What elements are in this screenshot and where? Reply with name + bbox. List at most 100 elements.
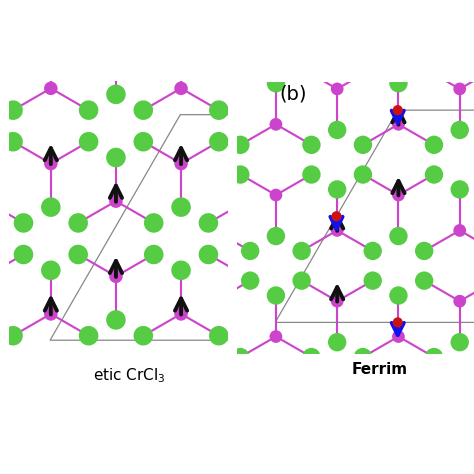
- Circle shape: [44, 383, 58, 396]
- Circle shape: [389, 439, 408, 457]
- Circle shape: [109, 348, 127, 366]
- Circle shape: [270, 189, 283, 201]
- Circle shape: [425, 378, 443, 396]
- Circle shape: [79, 357, 99, 377]
- Circle shape: [453, 82, 466, 95]
- Circle shape: [14, 213, 33, 233]
- Circle shape: [329, 245, 348, 264]
- Circle shape: [79, 132, 99, 152]
- Circle shape: [301, 261, 321, 280]
- Circle shape: [304, 383, 318, 396]
- Circle shape: [304, 307, 318, 321]
- Circle shape: [86, 436, 99, 449]
- Circle shape: [392, 330, 405, 343]
- Circle shape: [370, 44, 383, 57]
- Circle shape: [209, 100, 228, 120]
- Circle shape: [170, 242, 188, 260]
- Circle shape: [68, 245, 88, 264]
- Circle shape: [237, 374, 256, 393]
- Circle shape: [170, 272, 188, 290]
- Circle shape: [267, 286, 285, 305]
- Circle shape: [199, 439, 218, 458]
- Circle shape: [109, 194, 123, 208]
- Circle shape: [301, 197, 321, 217]
- Circle shape: [231, 165, 250, 184]
- Circle shape: [292, 272, 311, 290]
- Circle shape: [239, 44, 253, 57]
- Circle shape: [134, 326, 153, 346]
- Circle shape: [392, 118, 405, 131]
- Circle shape: [394, 100, 413, 120]
- Circle shape: [144, 439, 164, 458]
- Circle shape: [170, 454, 188, 473]
- Circle shape: [432, 197, 451, 217]
- Circle shape: [14, 439, 33, 458]
- Circle shape: [274, 19, 294, 39]
- Circle shape: [264, 100, 283, 120]
- Circle shape: [470, 132, 474, 152]
- Circle shape: [44, 157, 58, 170]
- Circle shape: [208, 295, 221, 308]
- Circle shape: [366, 310, 386, 330]
- Circle shape: [199, 245, 218, 264]
- Circle shape: [267, 74, 285, 92]
- Circle shape: [239, 270, 253, 283]
- Circle shape: [339, 326, 359, 346]
- Text: etic CrCl$_3$: etic CrCl$_3$: [93, 366, 166, 385]
- Circle shape: [274, 213, 294, 233]
- Circle shape: [394, 132, 413, 152]
- Circle shape: [364, 59, 382, 78]
- Circle shape: [239, 194, 253, 208]
- Circle shape: [270, 330, 283, 343]
- Circle shape: [470, 100, 474, 120]
- Text: (b): (b): [280, 84, 307, 104]
- Circle shape: [3, 100, 23, 120]
- Circle shape: [392, 189, 405, 201]
- Circle shape: [389, 227, 408, 245]
- Circle shape: [274, 245, 294, 264]
- Circle shape: [301, 35, 321, 55]
- Circle shape: [231, 136, 250, 154]
- Circle shape: [41, 261, 61, 280]
- Circle shape: [68, 19, 88, 39]
- Circle shape: [41, 197, 61, 217]
- Circle shape: [144, 286, 163, 305]
- Circle shape: [302, 378, 320, 396]
- Circle shape: [209, 326, 228, 346]
- Circle shape: [68, 439, 88, 458]
- Circle shape: [270, 118, 283, 131]
- Circle shape: [44, 82, 58, 95]
- Circle shape: [118, 454, 137, 473]
- Circle shape: [237, 148, 256, 167]
- Circle shape: [199, 19, 218, 39]
- Text: Ferrim: Ferrim: [351, 363, 407, 377]
- Circle shape: [267, 227, 285, 245]
- Circle shape: [329, 19, 348, 39]
- Circle shape: [450, 121, 469, 139]
- Circle shape: [41, 35, 61, 55]
- Circle shape: [354, 136, 372, 154]
- Circle shape: [267, 439, 285, 457]
- Circle shape: [415, 272, 433, 290]
- Circle shape: [205, 180, 224, 199]
- Circle shape: [144, 213, 164, 233]
- Circle shape: [331, 295, 344, 308]
- Circle shape: [241, 242, 259, 260]
- Circle shape: [435, 157, 448, 170]
- Circle shape: [331, 211, 342, 221]
- Circle shape: [239, 420, 253, 433]
- Circle shape: [174, 82, 188, 95]
- Circle shape: [41, 423, 61, 442]
- Circle shape: [144, 19, 164, 39]
- Circle shape: [147, 401, 160, 414]
- Circle shape: [331, 82, 344, 95]
- Circle shape: [237, 310, 256, 330]
- Circle shape: [209, 357, 228, 377]
- Circle shape: [328, 392, 346, 411]
- Circle shape: [47, 454, 66, 473]
- Circle shape: [302, 348, 320, 366]
- Circle shape: [14, 245, 33, 264]
- Circle shape: [106, 374, 126, 393]
- Circle shape: [171, 35, 191, 55]
- Circle shape: [389, 286, 408, 305]
